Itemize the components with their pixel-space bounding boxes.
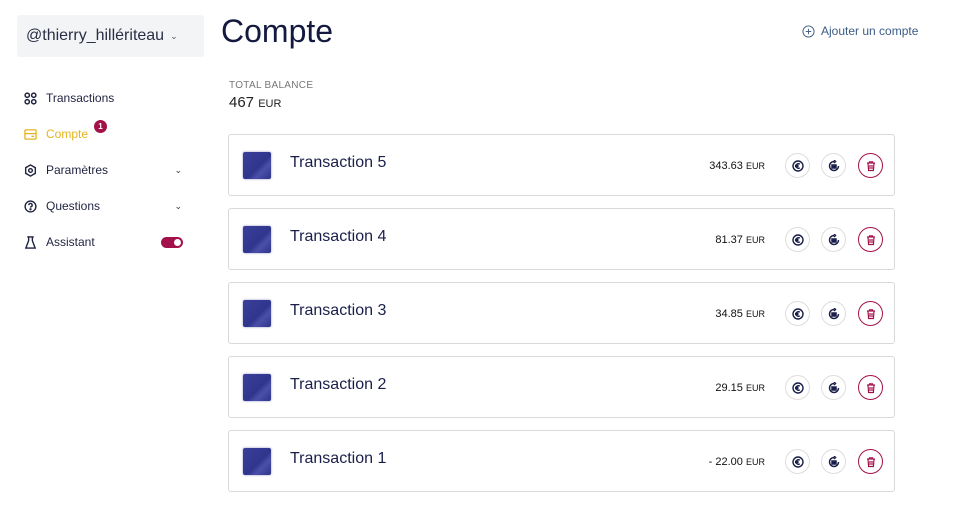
total-balance: 467 EUR [229,94,281,111]
sidebar-item-label: Questions [46,199,101,213]
total-balance-value: 467 [229,94,255,111]
transaction-name: Transaction 3 [290,302,387,319]
sidebar-item-assistant[interactable]: Assistant [24,224,184,260]
chevron-down-icon: ⌄ [174,200,182,211]
card-thumbnail-icon [243,300,271,327]
page-title: Compte [221,13,334,49]
amount-value: 34.85 [715,308,743,320]
notification-badge: 1 [94,120,107,133]
transaction-amount: 29.15 EUR [715,382,765,394]
delete-button[interactable] [858,375,883,400]
transaction-amount: 34.85 EUR [715,308,765,320]
amount-currency: EUR [745,457,765,467]
user-menu[interactable]: @thierry_hillériteau ⌄ [17,15,204,57]
transaction-amount: 343.63 EUR [709,160,765,172]
amount-currency: EUR [745,383,765,393]
delete-button[interactable] [858,449,883,474]
euro-icon [791,307,804,320]
card-thumbnail-icon [243,374,271,401]
transaction-name: Transaction 4 [290,228,387,245]
user-handle: @thierry_hillériteau [26,27,165,44]
sidebar-item-transactions[interactable]: Transactions [24,80,184,116]
trash-icon [866,234,875,245]
sidebar-item-label: Compte [46,127,89,141]
transaction-amount: - 22.00 EUR [709,456,765,468]
trash-icon [866,382,875,393]
question-icon [24,199,37,213]
sidebar-item-label: Transactions [46,91,115,105]
amount-value: 81.37 [715,234,743,246]
amount-currency: EUR [745,235,765,245]
sidebar-item-compte[interactable]: Compte 1 [24,116,184,152]
gear-icon [24,163,37,177]
delete-button[interactable] [858,301,883,326]
transaction-row: Transaction 4 81.37 EUR [228,208,895,270]
sidebar-item-label: Paramètres [46,163,109,177]
card-thumbnail-icon [243,448,271,475]
flask-icon [24,235,37,249]
euro-icon [791,233,804,246]
refund-button[interactable] [821,227,846,252]
plus-circle-icon [802,24,815,38]
transaction-row: Transaction 5 343.63 EUR [228,134,895,196]
euro-button[interactable] [785,449,810,474]
sidebar-item-questions[interactable]: Questions ⌄ [24,188,184,224]
refund-button[interactable] [821,375,846,400]
euro-icon [791,159,804,172]
euro-button[interactable] [785,375,810,400]
delete-button[interactable] [858,227,883,252]
sidebar-item-label: Assistant [46,235,95,249]
refund-icon [828,307,839,319]
transaction-row: Transaction 2 29.15 EUR [228,356,895,418]
add-account-label: Ajouter un compte [821,24,919,38]
total-balance-currency: EUR [258,98,282,110]
euro-button[interactable] [785,153,810,178]
trash-icon [866,308,875,319]
sidebar-nav: Transactions Compte 1 Paramètres ⌄ Quest… [24,80,184,260]
refund-icon [828,159,839,171]
amount-value: 29.15 [715,382,743,394]
amount-value: 343.63 [709,160,743,172]
chevron-down-icon: ⌄ [174,164,182,175]
amount-value: - 22.00 [708,456,743,468]
euro-button[interactable] [785,227,810,252]
chevron-down-icon: ⌄ [170,30,178,41]
trash-icon [866,456,875,467]
card-thumbnail-icon [243,152,271,179]
refund-button[interactable] [821,449,846,474]
euro-button[interactable] [785,301,810,326]
wallet-icon [24,128,37,140]
refund-icon [828,455,839,467]
refund-icon [828,233,839,245]
add-account-button[interactable]: Ajouter un compte [802,24,918,38]
sidebar-item-parametres[interactable]: Paramètres ⌄ [24,152,184,188]
transaction-row: Transaction 3 34.85 EUR [228,282,895,344]
transaction-name: Transaction 2 [290,376,387,393]
transaction-row: Transaction 1 - 22.00 EUR [228,430,895,492]
amount-currency: EUR [745,161,765,171]
refund-icon [828,381,839,393]
euro-icon [791,455,804,468]
transaction-name: Transaction 1 [290,450,387,467]
assistant-toggle[interactable] [161,236,183,248]
grid-icon [24,91,37,105]
amount-currency: EUR [745,309,765,319]
transaction-name: Transaction 5 [290,154,387,171]
card-thumbnail-icon [243,226,271,253]
refund-button[interactable] [821,153,846,178]
euro-icon [791,381,804,394]
delete-button[interactable] [858,153,883,178]
total-balance-label: TOTAL BALANCE [229,80,314,91]
refund-button[interactable] [821,301,846,326]
transaction-amount: 81.37 EUR [715,234,765,246]
trash-icon [866,160,875,171]
